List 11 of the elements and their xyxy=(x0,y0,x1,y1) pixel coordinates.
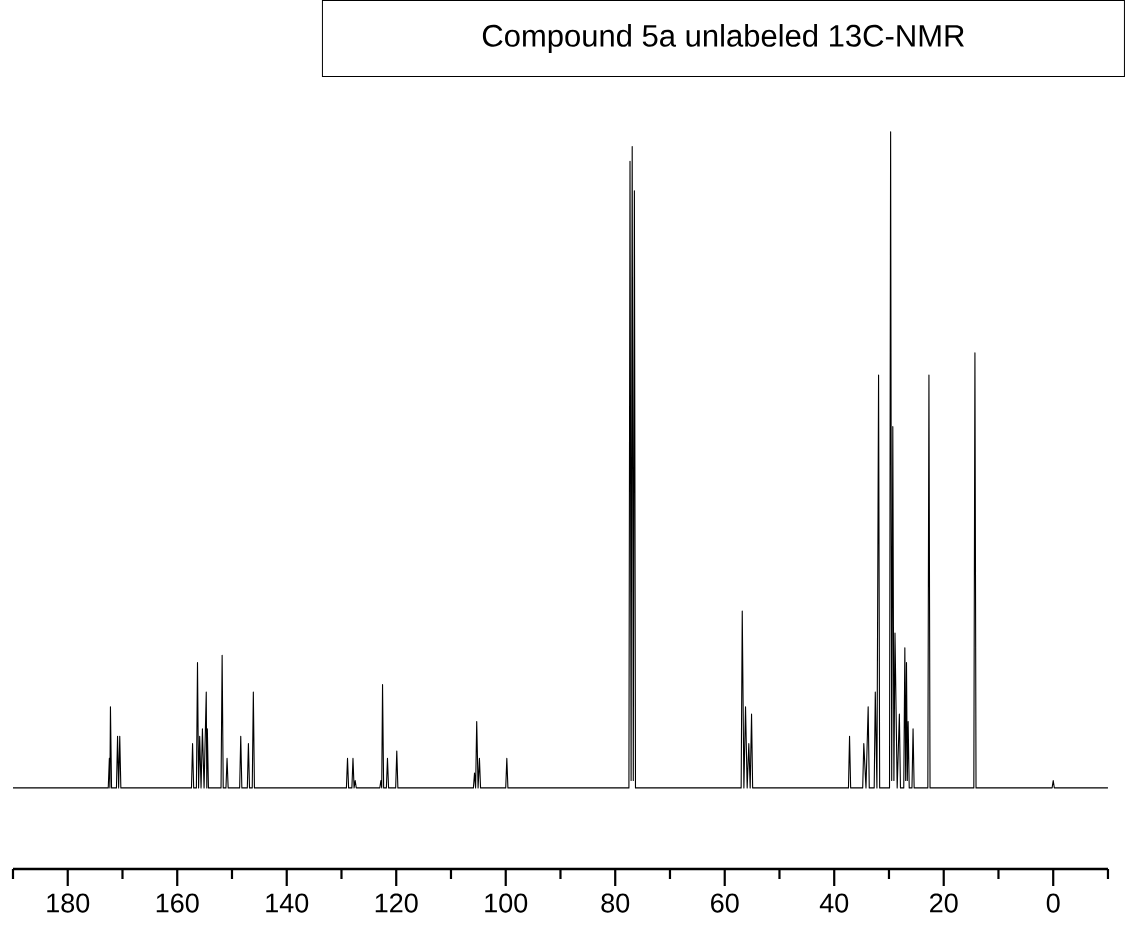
x-tick-label: 20 xyxy=(930,893,958,913)
chart-title: Compound 5a unlabeled 13C-NMR xyxy=(482,24,964,53)
x-tick-label: 180 xyxy=(47,893,90,913)
x-tick-label: 160 xyxy=(156,893,199,913)
x-tick-label: 40 xyxy=(819,893,849,913)
x-tick-label: 80 xyxy=(601,893,630,913)
x-tick-label: 60 xyxy=(711,893,739,913)
x-tick-label: 140 xyxy=(266,893,309,913)
x-tick-label: 0 xyxy=(1046,893,1060,913)
x-tick-label: 100 xyxy=(485,893,528,913)
x-tick-label: 120 xyxy=(375,893,418,913)
